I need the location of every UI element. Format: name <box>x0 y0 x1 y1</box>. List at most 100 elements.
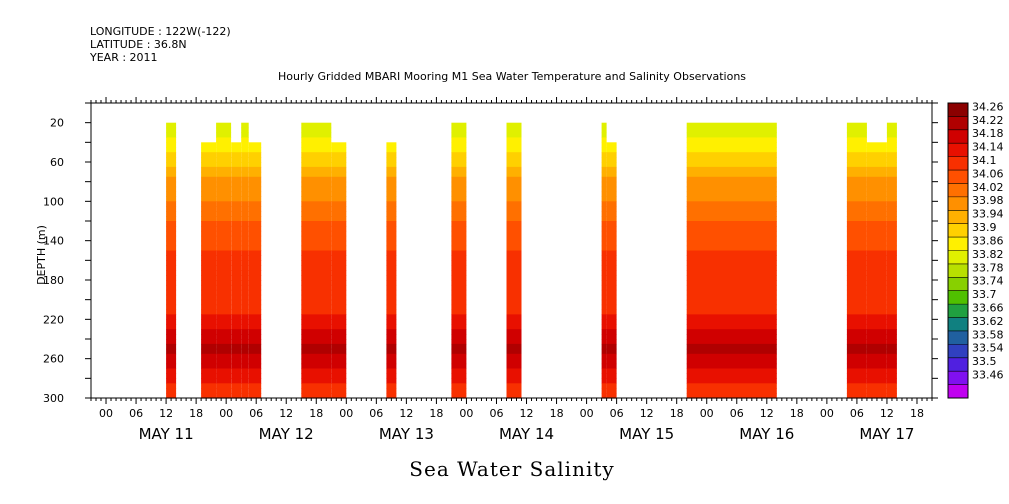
salinity-cell <box>386 393 397 399</box>
salinity-cell <box>216 304 232 311</box>
salinity-cell <box>506 299 522 306</box>
x-hour-label: 06 <box>850 407 864 420</box>
salinity-cell <box>606 353 617 360</box>
salinity-cell <box>506 358 522 365</box>
salinity-cell <box>201 284 217 291</box>
salinity-cell <box>606 211 617 217</box>
salinity-cell <box>846 388 867 394</box>
salinity-cell <box>301 299 332 306</box>
salinity-cell <box>386 181 397 188</box>
salinity-cell <box>686 206 777 212</box>
salinity-cell <box>301 132 332 138</box>
salinity-cell <box>248 348 262 355</box>
salinity-cell <box>166 230 177 237</box>
data-column <box>248 142 262 399</box>
salinity-cell <box>248 230 262 237</box>
data-column <box>241 122 249 399</box>
salinity-cell <box>386 284 397 291</box>
salinity-cell <box>866 348 887 355</box>
x-hour-label: 06 <box>610 407 624 420</box>
y-tick-label: 60 <box>50 156 64 169</box>
salinity-cell <box>248 289 262 296</box>
salinity-cell <box>886 255 897 261</box>
salinity-cell <box>886 270 897 276</box>
salinity-cell <box>846 265 867 271</box>
salinity-cell <box>866 329 887 335</box>
salinity-cell <box>846 216 867 222</box>
salinity-cell <box>301 225 332 232</box>
salinity-cell <box>451 166 467 173</box>
salinity-cell <box>301 196 332 202</box>
salinity-cell <box>331 363 347 370</box>
salinity-cell <box>886 162 897 168</box>
salinity-cell <box>216 157 232 163</box>
salinity-cell <box>846 137 867 143</box>
salinity-cell <box>166 265 177 271</box>
salinity-cell <box>686 250 777 256</box>
salinity-cell <box>506 373 522 379</box>
salinity-cell <box>686 363 777 370</box>
salinity-cell <box>301 358 332 365</box>
salinity-cell <box>166 176 177 183</box>
salinity-cell <box>166 142 177 148</box>
salinity-cell <box>451 181 467 188</box>
salinity-cell <box>886 373 897 379</box>
y-tick-label: 300 <box>43 392 64 405</box>
colorbar-label: 33.5 <box>972 355 997 368</box>
salinity-cell <box>846 275 867 281</box>
x-hour-label: 12 <box>520 407 534 420</box>
salinity-cell <box>231 343 242 350</box>
salinity-cell <box>601 314 607 320</box>
salinity-cell <box>248 309 262 315</box>
salinity-cell <box>886 166 897 173</box>
salinity-cell <box>506 147 522 153</box>
salinity-cell <box>606 373 617 379</box>
salinity-cell <box>231 216 242 222</box>
salinity-cell <box>331 235 347 242</box>
salinity-cell <box>201 225 217 232</box>
salinity-cell <box>241 343 249 350</box>
salinity-cell <box>241 319 249 325</box>
salinity-cell <box>231 363 242 370</box>
salinity-cell <box>866 334 887 340</box>
salinity-cell <box>686 358 777 365</box>
salinity-cell <box>601 211 607 217</box>
salinity-cell <box>201 343 217 350</box>
salinity-cell <box>686 324 777 330</box>
salinity-cell <box>248 329 262 335</box>
salinity-cell <box>201 260 217 266</box>
x-day-label: MAY 13 <box>379 425 434 443</box>
salinity-cell <box>331 334 347 340</box>
salinity-cell <box>686 127 777 134</box>
salinity-cell <box>201 201 217 207</box>
salinity-cell <box>686 388 777 394</box>
salinity-cell <box>231 393 242 399</box>
salinity-cell <box>216 334 232 340</box>
salinity-cell <box>866 142 887 148</box>
salinity-cell <box>248 284 262 291</box>
salinity-cell <box>846 186 867 193</box>
salinity-cell <box>886 289 897 296</box>
salinity-cell <box>886 314 897 320</box>
salinity-cell <box>216 176 232 183</box>
salinity-cell <box>386 196 397 202</box>
salinity-cell <box>506 378 522 384</box>
salinity-cell <box>606 339 617 345</box>
salinity-cell <box>201 334 217 340</box>
salinity-cell <box>686 230 777 237</box>
salinity-cell <box>231 196 242 202</box>
salinity-cell <box>846 358 867 365</box>
salinity-cell <box>866 255 887 261</box>
salinity-cell <box>241 339 249 345</box>
salinity-cell <box>606 309 617 315</box>
salinity-cell <box>886 265 897 271</box>
x-hour-label: 06 <box>490 407 504 420</box>
salinity-cell <box>231 206 242 212</box>
salinity-cell <box>686 186 777 193</box>
salinity-cell <box>201 191 217 197</box>
salinity-cell <box>506 280 522 286</box>
salinity-cell <box>241 166 249 173</box>
salinity-cell <box>846 255 867 261</box>
salinity-cell <box>886 275 897 281</box>
salinity-cell <box>231 211 242 217</box>
